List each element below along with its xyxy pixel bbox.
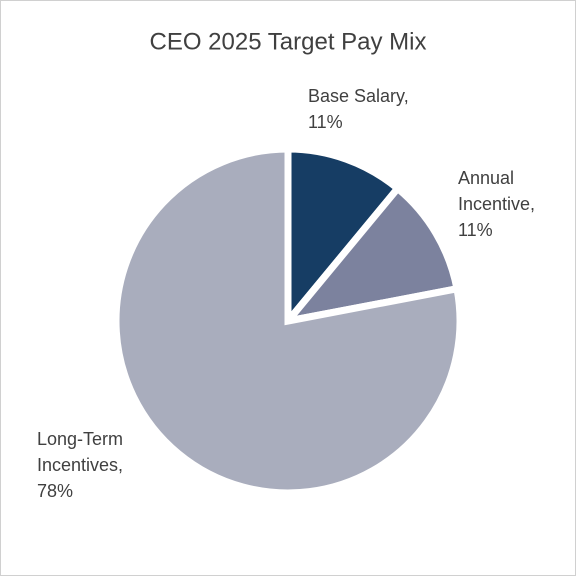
pie-slice bbox=[112, 145, 464, 497]
value-label: 78% bbox=[37, 481, 74, 501]
pie-slice bbox=[284, 145, 403, 331]
slice-label: Base Salary, 11% bbox=[308, 83, 448, 135]
pie-slice bbox=[279, 183, 462, 327]
chart-title: CEO 2025 Target Pay Mix bbox=[149, 28, 426, 55]
slice-label: Long-Term Incentives, 78% bbox=[37, 426, 149, 504]
slice-label: Annual Incentive, 11% bbox=[458, 165, 558, 243]
category-label: Annual Incentive, bbox=[458, 168, 536, 214]
category-label: Long-Term Incentives, bbox=[37, 429, 124, 475]
value-label: 11% bbox=[308, 112, 343, 132]
category-label: Base Salary, bbox=[308, 86, 409, 106]
value-label: 11% bbox=[458, 220, 493, 240]
